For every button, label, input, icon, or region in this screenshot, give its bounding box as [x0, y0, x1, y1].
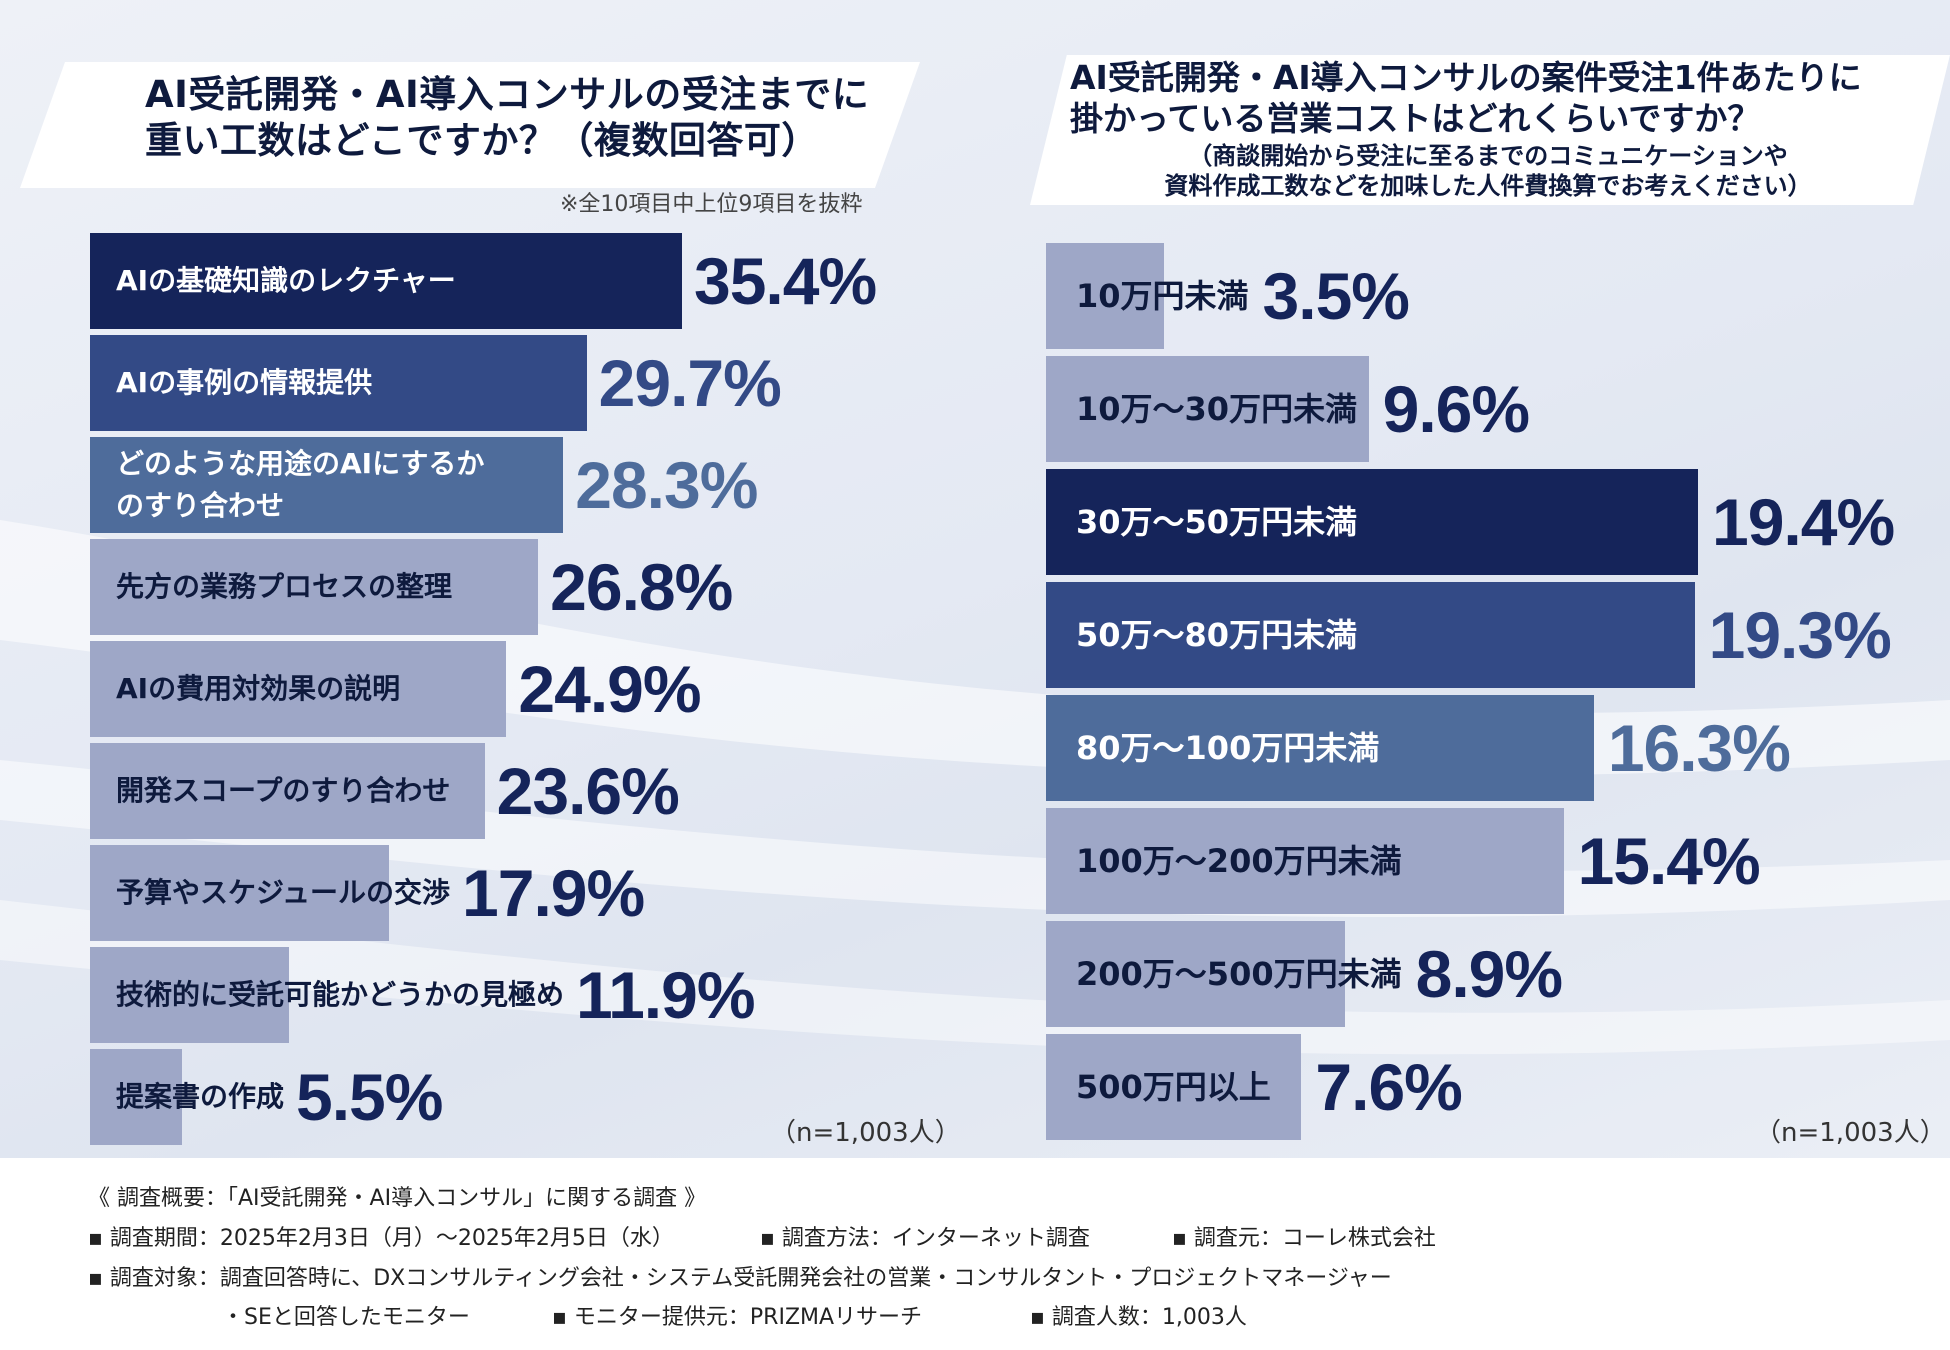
bar-7 [1046, 921, 1346, 1027]
footer-target: ▪ 調査対象：調査回答時に、DXコンサルティング会社・システム受託開発会社の営業… [88, 1266, 1392, 1291]
bar-9 [90, 1049, 182, 1145]
bar-value-1: 35.4% [694, 244, 877, 318]
left-title-box: AI受託開発・AI導入コンサルの受注までに 重い工数はどこですか？（複数回答可） [20, 62, 920, 188]
bar-value-5: 24.9% [518, 652, 701, 726]
bar-label-9: 提案書の作成 [116, 1080, 285, 1113]
bar-value-4: 19.3% [1708, 598, 1892, 672]
bar-value-5: 16.3% [1607, 711, 1791, 785]
footer-target-cont: ・SEと回答したモニター [222, 1305, 470, 1330]
bar-label-3: 30万〜50万円未満 [1076, 503, 1358, 541]
bar-6 [90, 743, 485, 839]
bar-label-7: 予算やスケジュールの交渉 [116, 876, 451, 909]
bar-label-2: 10万〜30万円未満 [1076, 390, 1358, 428]
bar-label-8: 技術的に受託可能かどうかの見極め [116, 978, 565, 1011]
bar-value-8: 7.6% [1315, 1050, 1462, 1124]
left-sample-size: （n=1,003人） [770, 1118, 961, 1148]
bar-label-2: AIの事例の情報提供 [116, 366, 373, 399]
bar-label-8: 500万円以上 [1076, 1068, 1271, 1106]
bar-label-6: 開発スコープのすり合わせ [116, 774, 451, 807]
footer-count: ▪ 調査人数：1,003人 [1030, 1305, 1247, 1330]
bar-value-1: 3.5% [1262, 259, 1410, 333]
footer-heading: 《 調査概要：「AI受託開発・AI導入コンサル」に関する調査 》 [88, 1186, 707, 1211]
bar-7 [90, 845, 390, 941]
bar-5 [1046, 695, 1594, 801]
bar-value-8: 11.9% [576, 958, 755, 1032]
bar-8 [90, 947, 289, 1043]
bar-4 [90, 539, 539, 635]
bar-value-9: 5.5% [296, 1060, 443, 1134]
bar-label-6: 100万〜200万円未満 [1076, 842, 1402, 880]
bar-6 [1046, 808, 1564, 914]
bar-value-6: 23.6% [496, 754, 680, 828]
bar-value-7: 17.9% [462, 856, 645, 930]
bar-label-1: 10万円未満 [1076, 277, 1249, 315]
bar-value-2: 9.6% [1382, 372, 1530, 446]
bar-label-3: どのような用途のAIにするか のすり合わせ [116, 447, 485, 522]
bar-value-3: 28.3% [575, 448, 758, 522]
bar-2 [90, 335, 587, 431]
footer-method: ▪ 調査方法：インターネット調査 [760, 1226, 1090, 1251]
bar-8 [1046, 1034, 1302, 1140]
left-chart-title: AI受託開発・AI導入コンサルの受注までに 重い工数はどこですか？（複数回答可） [145, 73, 870, 162]
bar-5 [90, 641, 507, 737]
survey-footer: 《 調査概要：「AI受託開発・AI導入コンサル」に関する調査 》 ▪ 調査期間：… [0, 1158, 1950, 1350]
bar-1 [1046, 243, 1164, 349]
bar-3 [1046, 469, 1698, 575]
bar-label-4: 先方の業務プロセスの整理 [116, 570, 453, 603]
bar-value-6: 15.4% [1577, 824, 1761, 898]
right-chart-title: AI受託開発・AI導入コンサルの案件受注1件あたりに 掛かっている営業コストはど… [1070, 58, 1862, 138]
bar-value-2: 29.7% [598, 346, 782, 420]
bar-label-7: 200万〜500万円未満 [1076, 955, 1402, 993]
bar-label-5: 80万〜100万円未満 [1076, 729, 1380, 767]
bar-value-7: 8.9% [1415, 937, 1563, 1011]
bar-label-5: AIの費用対効果の説明 [116, 672, 401, 705]
bar-1 [90, 233, 682, 329]
bar-label-1: AIの基礎知識のレクチャー [116, 264, 456, 297]
bar-3 [90, 437, 564, 533]
bar-value-4: 26.8% [550, 550, 733, 624]
right-chart-subtitle: （商談開始から受注に至るまでのコミュニケーションや 資料作成工数などを加味した人… [1164, 142, 1812, 200]
footer-panel: ▪ モニター提供元：PRIZMAリサーチ [552, 1305, 923, 1330]
bar-2 [1046, 356, 1369, 462]
footer-source: ▪ 調査元：コーレ株式会社 [1172, 1226, 1436, 1251]
left-bar-chart: AIの基礎知識のレクチャー 35.4% AIの事例の情報提供 29.7% どのような用途… [90, 233, 950, 1145]
right-sample-size: （n=1,003人） [1755, 1118, 1946, 1148]
right-bar-chart: 10万円未満 3.5% 10万〜30万円未満 9.6% 30万〜50万円未満 19.4% 5… [1046, 243, 1926, 1143]
bar-value-3: 19.4% [1712, 485, 1895, 559]
right-title-box: AI受託開発・AI導入コンサルの案件受注1件あたりに 掛かっている営業コストはど… [1030, 55, 1950, 205]
left-note: ※全10項目中上位9項目を抜粋 [560, 192, 863, 217]
bar-4 [1046, 582, 1695, 688]
footer-period: ▪ 調査期間：2025年2月3日（月）〜2025年2月5日（水） [88, 1226, 674, 1251]
bar-label-4: 50万〜80万円未満 [1076, 616, 1358, 654]
